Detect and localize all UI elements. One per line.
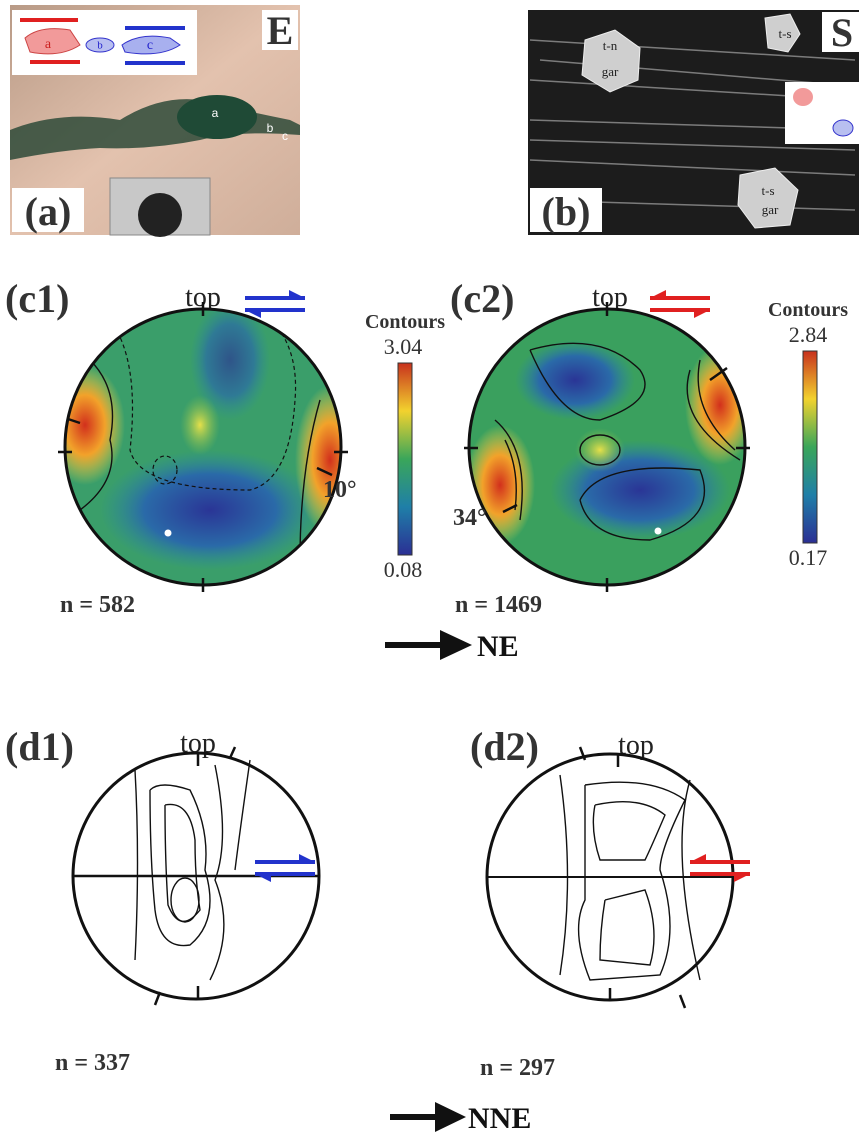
panel-label: (c1)	[5, 276, 69, 321]
inset-label: c	[147, 38, 153, 53]
colorbar-min: 0.17	[789, 545, 828, 570]
panel-label: (d1)	[5, 724, 74, 769]
grain-label: t-n	[603, 38, 618, 53]
panel-label: (a)	[25, 189, 72, 234]
direction-arrow: NNE	[390, 1102, 531, 1135]
clast-label: a	[212, 106, 219, 120]
panel-d1: (d1) top n = 337	[5, 724, 319, 1076]
grain-label: t-s	[779, 26, 792, 41]
angle-label: 34°	[453, 505, 487, 531]
direction-label: NE	[477, 630, 519, 663]
corner-label: E	[267, 8, 294, 53]
angle-label: 10°	[323, 477, 357, 503]
corner-label: S	[831, 10, 853, 55]
panel-c2: (c2) top 34° n = 1469 Contours 2.84 0.17	[450, 276, 848, 618]
panel-b: t-n gar t-s t-s gar S (b)	[528, 10, 859, 235]
sample-count: n = 337	[55, 1050, 130, 1076]
grain-label: t-s	[762, 183, 775, 198]
grain-label: gar	[762, 202, 779, 217]
colorbar-title: Contours	[768, 299, 848, 321]
colorbar	[398, 363, 412, 555]
colorbar	[803, 351, 817, 543]
sample-count: n = 297	[480, 1055, 555, 1081]
sample-count: n = 1469	[455, 592, 542, 618]
clast-label: c	[282, 129, 288, 143]
colorbar-max: 2.84	[789, 322, 828, 347]
colorbar-min: 0.08	[384, 557, 423, 582]
panel-d2: (d2) top n = 297	[470, 724, 750, 1081]
figure: a b c a b c E (a) t-n gar t-s t-s gar S …	[0, 0, 859, 1140]
inset-label: b	[97, 40, 103, 52]
clast-label: b	[267, 121, 274, 135]
panel-label: (d2)	[470, 724, 539, 769]
panel-a: a b c a b c E (a)	[10, 5, 314, 237]
panel-label: (c2)	[450, 276, 514, 321]
direction-label: NNE	[468, 1102, 531, 1135]
grain-label: gar	[602, 64, 619, 79]
density-plot	[45, 300, 365, 590]
inset-label: a	[45, 37, 52, 52]
direction-arrow: NE	[385, 630, 519, 663]
sample-count: n = 582	[60, 592, 135, 618]
colorbar-max: 3.04	[384, 334, 423, 359]
colorbar-title: Contours	[365, 311, 445, 333]
panel-label: (b)	[542, 189, 591, 234]
panel-c1: (c1) top 10° n = 582 Contours 3.04 0.08	[5, 276, 445, 618]
